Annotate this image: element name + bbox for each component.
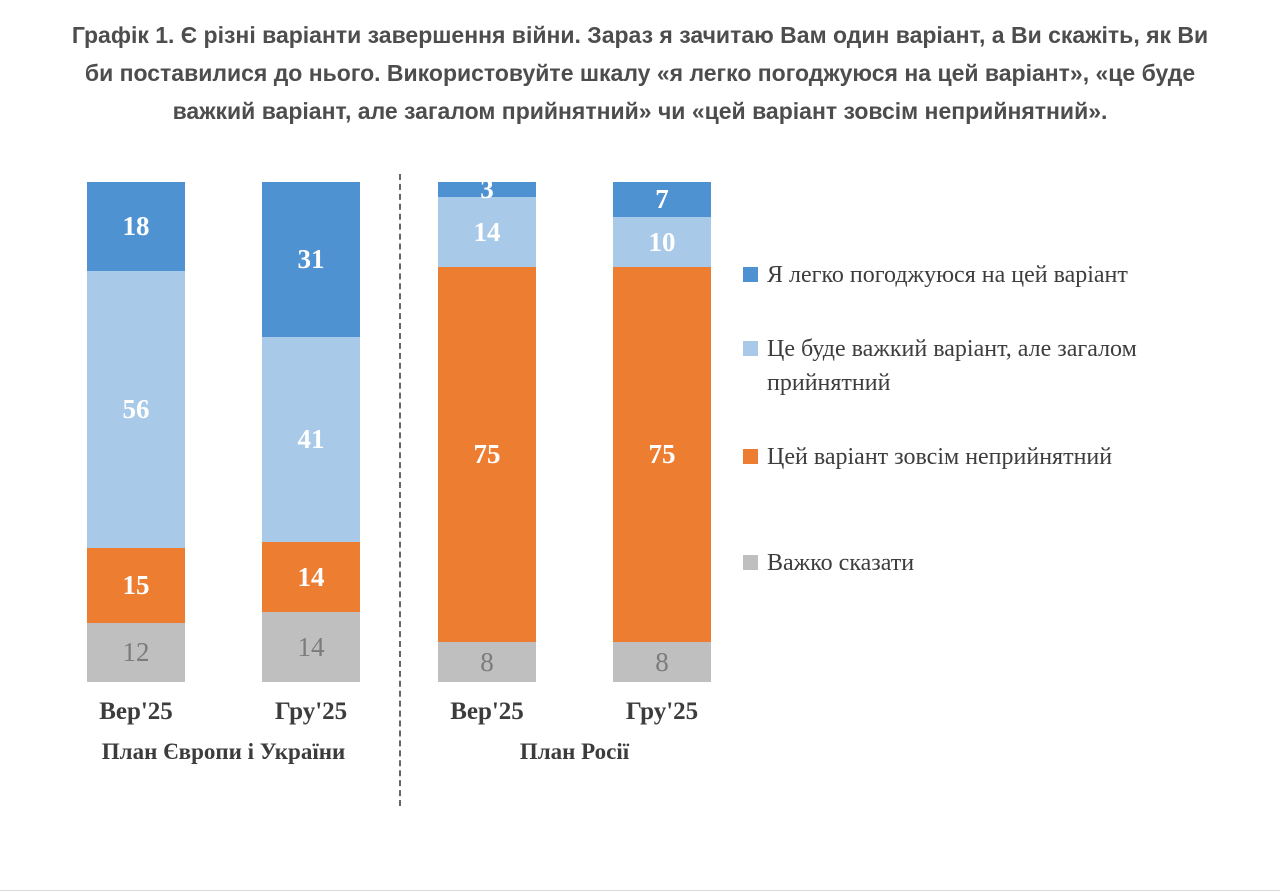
bar-value-label: 75 — [648, 439, 676, 469]
bar-segment: 12 — [87, 622, 185, 682]
category-label: Вер'25 — [450, 698, 524, 725]
legend-swatch — [743, 555, 758, 570]
group-label: План Росії — [519, 739, 630, 764]
bar-segment: 7 — [613, 182, 711, 217]
bar-segment: 18 — [87, 182, 185, 272]
legend: Я легко погоджуюся на цей варіант Це буде… — [743, 182, 1203, 580]
bar-segment: 10 — [613, 217, 711, 267]
bar-segment: 8 — [438, 642, 536, 682]
bar-value-label: 14 — [473, 216, 501, 247]
bars-row: 18 56 15 12 Вер'25 31 41 14 14 Гру'25 — [87, 182, 360, 726]
bar-column: 3 14 75 8 Вер'25 — [438, 176, 536, 726]
bars-row: 3 14 75 8 Вер'25 7 10 75 8 Гру'25 — [438, 176, 711, 726]
legend-item: Цей варіант зовсім неприйнятний — [743, 440, 1203, 474]
legend-label: Важко сказати — [767, 550, 915, 576]
legend-item: Я легко погоджуюся на цей варіант — [743, 258, 1203, 292]
category-label: Гру'25 — [625, 698, 699, 725]
legend-swatch — [743, 267, 758, 282]
bar-segment: 14 — [438, 197, 536, 267]
stacked-bar: 3 14 75 8 — [438, 176, 536, 682]
bar-segment: 41 — [262, 337, 360, 542]
stacked-bar: 31 41 14 14 — [262, 182, 360, 682]
bar-segment: 8 — [613, 642, 711, 682]
bar-value-label: 14 — [297, 561, 325, 592]
category-label: Вер'25 — [99, 698, 173, 725]
bar-column: 31 41 14 14 Гру'25 — [262, 182, 360, 726]
bar-column: 7 10 75 8 Гру'25 — [613, 182, 711, 726]
chart-area: 18 56 15 12 Вер'25 31 41 14 14 Гру'25 План Європи … — [0, 174, 1280, 806]
bar-value-label: 18 — [122, 211, 150, 242]
legend-label: Цей варіант зовсім неприйнятний — [767, 444, 1113, 470]
legend-item: Це буде важкий варіант, але загалом прий… — [743, 332, 1203, 400]
bar-group: 18 56 15 12 Вер'25 31 41 14 14 Гру'25 План Європи … — [87, 182, 360, 767]
legend-swatch — [743, 341, 758, 356]
bar-value-label: 10 — [648, 226, 676, 257]
bar-value-label: 8 — [655, 646, 669, 677]
bottom-hairline — [0, 890, 1280, 891]
bar-segment: 14 — [262, 542, 360, 612]
bar-column: 18 56 15 12 Вер'25 — [87, 182, 185, 726]
bar-value-label: 15 — [122, 569, 150, 600]
bar-segment: 15 — [87, 548, 185, 623]
bar-segment: 3 — [438, 176, 536, 203]
legend-label: Це буде важкий варіант, але загалом прий… — [767, 336, 1137, 396]
bar-group: 3 14 75 8 Вер'25 7 10 75 8 Гру'25 План Росії — [438, 176, 711, 767]
stacked-bar: 18 56 15 12 — [87, 182, 185, 682]
bar-segment: 31 — [262, 182, 360, 337]
group-divider-dashed-line — [399, 174, 401, 806]
bar-segment: 14 — [262, 612, 360, 682]
stacked-bar: 7 10 75 8 — [613, 182, 711, 682]
bar-value-label: 3 — [480, 174, 494, 204]
bar-value-label: 12 — [122, 636, 150, 667]
bar-segment: 75 — [438, 267, 536, 642]
bar-segment: 75 — [613, 267, 711, 642]
plot-area: 18 56 15 12 Вер'25 31 41 14 14 Гру'25 План Європи … — [87, 174, 711, 806]
bar-segment: 56 — [87, 271, 185, 549]
category-label: Гру'25 — [274, 698, 348, 725]
chart-title: Графік 1. Є різні варіанти завершення ві… — [71, 22, 1209, 124]
legend-label: Я легко погоджуюся на цей варіант — [767, 262, 1128, 288]
bar-value-label: 56 — [122, 394, 150, 425]
bar-value-label: 14 — [297, 631, 325, 662]
bar-value-label: 31 — [297, 244, 325, 274]
legend-swatch — [743, 449, 758, 464]
bar-value-label: 75 — [473, 439, 501, 469]
bar-value-label: 41 — [297, 424, 325, 454]
group-label: План Європи і України — [101, 739, 346, 764]
bar-value-label: 8 — [480, 646, 494, 677]
bar-value-label: 7 — [655, 184, 669, 214]
legend-item: Важко сказати — [743, 546, 1203, 580]
